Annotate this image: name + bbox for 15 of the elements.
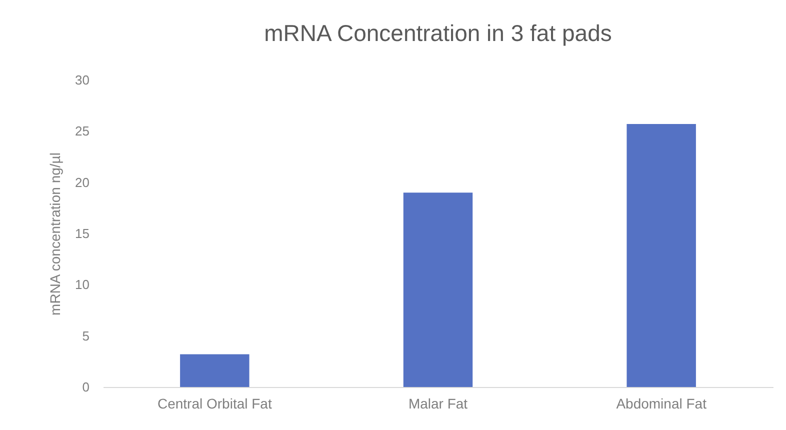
bar xyxy=(626,124,696,387)
x-tick-label: Abdominal Fat xyxy=(616,396,707,412)
y-tick-label: 25 xyxy=(75,124,90,139)
y-tick-label: 15 xyxy=(75,226,90,241)
bar xyxy=(403,192,473,387)
y-axis-title: mRNA concentration ng/µl xyxy=(47,152,64,316)
x-tick-label: Central Orbital Fat xyxy=(157,396,272,412)
bar xyxy=(180,354,250,387)
y-tick-label: 20 xyxy=(75,174,90,190)
y-tick-label: 0 xyxy=(82,380,90,394)
y-tick-label: 5 xyxy=(82,328,90,344)
x-tick-label: Malar Fat xyxy=(408,396,468,412)
chart-title: mRNA Concentration in 3 fat pads xyxy=(264,20,612,46)
y-tick-label: 10 xyxy=(75,277,90,292)
y-tick-label: 30 xyxy=(75,72,90,88)
